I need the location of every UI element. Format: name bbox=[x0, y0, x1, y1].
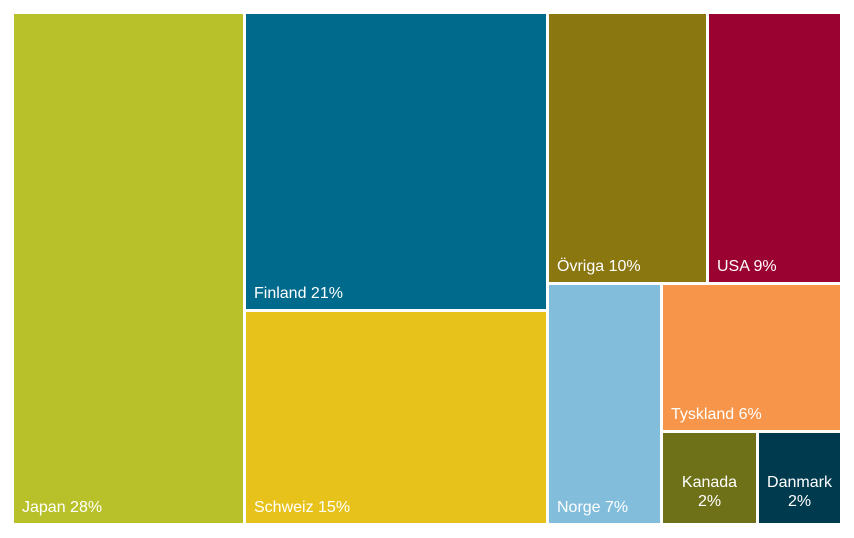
label-kanada: Kanada 2% bbox=[663, 473, 756, 511]
label-ovriga: Övriga 10% bbox=[557, 258, 641, 275]
tile-ovriga: Övriga 10% bbox=[549, 14, 706, 282]
tile-finland: Finland 21% bbox=[246, 14, 546, 309]
label-schweiz: Schweiz 15% bbox=[254, 499, 351, 516]
tile-norge: Norge 7% bbox=[549, 285, 660, 523]
label-japan: Japan 28% bbox=[22, 499, 103, 516]
label-kanada-name: Kanada bbox=[681, 474, 738, 491]
label-usa: USA 9% bbox=[717, 258, 777, 275]
label-danmark: Danmark 2% bbox=[759, 473, 840, 511]
label-danmark-value: 2% bbox=[787, 493, 812, 510]
tile-kanada: Kanada 2% bbox=[663, 433, 756, 523]
tile-schweiz: Schweiz 15% bbox=[246, 312, 546, 523]
tile-danmark: Danmark 2% bbox=[759, 433, 840, 523]
label-norge: Norge 7% bbox=[557, 499, 629, 516]
label-finland: Finland 21% bbox=[254, 285, 343, 302]
tile-tyskland: Tyskland 6% bbox=[663, 285, 840, 430]
label-danmark-name: Danmark bbox=[767, 474, 832, 491]
label-tyskland: Tyskland 6% bbox=[671, 406, 762, 423]
tile-japan: Japan 28% bbox=[14, 14, 243, 523]
label-kanada-value: 2% bbox=[697, 493, 722, 510]
tile-usa: USA 9% bbox=[709, 14, 840, 282]
